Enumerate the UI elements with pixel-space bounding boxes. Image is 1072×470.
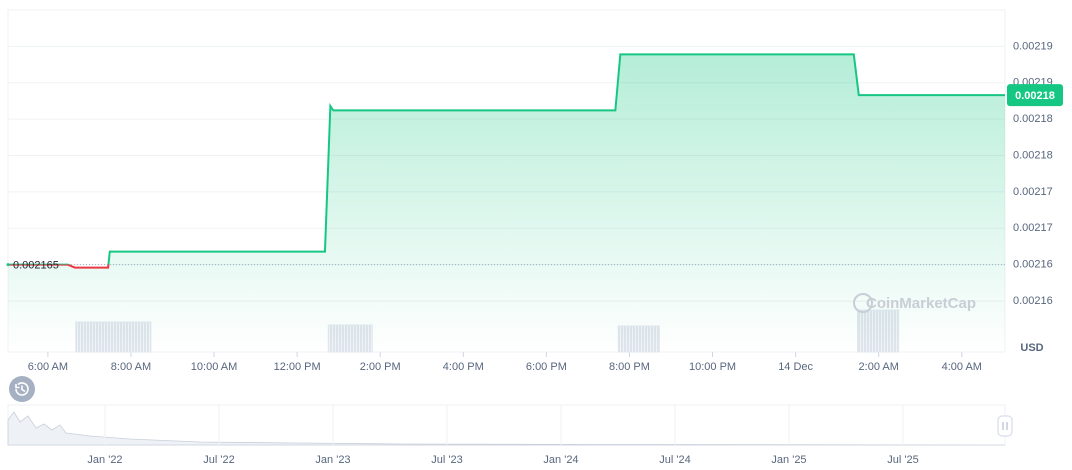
navigator-label: Jan '24 (543, 454, 578, 466)
y-tick-label: 0.00218 (1013, 149, 1053, 161)
y-tick-label: 0.00219 (1013, 40, 1053, 52)
x-tick-label: 10:00 AM (191, 361, 237, 373)
navigator-handle[interactable] (997, 415, 1013, 437)
price-badge-label: 0.00218 (1015, 90, 1055, 102)
navigator (7, 404, 1006, 446)
y-tick-label: 0.00217 (1013, 186, 1053, 198)
navigator-label: Jul '23 (431, 454, 462, 466)
history-icon (15, 382, 29, 396)
x-tick-label: 4:00 AM (942, 361, 982, 373)
x-tick-label: 10:00 PM (689, 361, 736, 373)
x-tick-label: 8:00 AM (111, 361, 151, 373)
x-tick-label: 6:00 AM (28, 361, 68, 373)
navigator-label: Jan '25 (771, 454, 806, 466)
x-tick-label: 12:00 PM (274, 361, 321, 373)
navigator-area (7, 411, 1006, 446)
x-tick-label: 8:00 PM (609, 361, 650, 373)
x-tick-label: 2:00 AM (859, 361, 899, 373)
y-tick-label: 0.00216 (1013, 295, 1053, 307)
y-tick-label: 0.00216 (1013, 259, 1053, 271)
watermark-logo (853, 293, 873, 313)
navigator-label: Jul '22 (203, 454, 234, 466)
price-line (8, 53, 1005, 269)
watermark: CoinMarketCap (866, 295, 976, 312)
y-tick-label: 0.00217 (1013, 222, 1053, 234)
x-tick-label: 14 Dec (778, 361, 813, 373)
area-fill (8, 54, 1005, 352)
navigator-label: Jul '24 (659, 454, 690, 466)
price-badge (1007, 84, 1063, 107)
reference-label: 0.002165 (13, 260, 59, 272)
handle-grip (1002, 422, 1008, 430)
reference-dot (6, 263, 10, 267)
y-tick-label: 0.00218 (1013, 113, 1053, 125)
navigator-label: Jul '25 (887, 454, 918, 466)
x-tick-label: 4:00 PM (443, 361, 484, 373)
currency-label: USD (1020, 342, 1043, 354)
x-tick-label: 6:00 PM (526, 361, 567, 373)
x-tick-label: 2:00 PM (360, 361, 401, 373)
navigator-label: Jan '22 (87, 454, 122, 466)
navigator-label: Jan '23 (315, 454, 350, 466)
